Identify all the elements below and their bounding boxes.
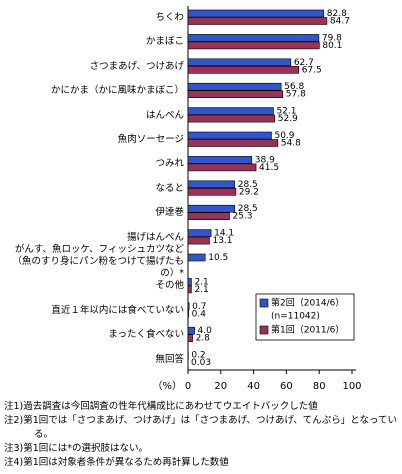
value-label: 41.5	[259, 163, 279, 173]
chart: 0 20 40 60 80 100 （%） 82.8 79.8 62.7 56.8 52.1 50.9 3…	[152, 6, 362, 392]
bar	[187, 188, 237, 196]
note: 注2)第1回では「さつまあげ、つけあげ」は「さつまあげ、つけあげ、てんぷら」とな…	[4, 415, 398, 440]
value-label: 67.5	[302, 65, 322, 75]
legend-swatch	[259, 298, 269, 308]
category-label: まったく食べない	[108, 329, 184, 341]
category-label: がんす、魚ロッケ、フィッシュカツなど（魚のすり身にパン粉をつけて揚げたもの）*	[12, 244, 184, 279]
bar	[187, 90, 284, 98]
value-label: 62.7	[294, 58, 314, 68]
bar	[187, 229, 212, 237]
value-label: 10.5	[208, 253, 228, 263]
x-tick-label: 0	[185, 381, 191, 392]
bar	[187, 163, 257, 172]
x-tick-label: 80	[313, 381, 326, 392]
value-label: 52.1	[276, 107, 296, 117]
category-label: かにかま（かに風味かまぼこ）	[50, 85, 184, 97]
bar	[187, 58, 292, 67]
category-label: 無回答	[155, 353, 184, 365]
legend-label: 第2回（2014/6）	[271, 297, 344, 309]
category-label: 直近１年以内には食べていない	[51, 304, 184, 316]
bar	[187, 334, 193, 343]
bar	[187, 180, 236, 189]
value-label: 84.7	[330, 17, 350, 27]
bar	[187, 114, 276, 123]
category-label: 魚肉ソーセージ	[117, 134, 184, 145]
bar	[187, 34, 320, 42]
value-label: 79.8	[322, 33, 342, 43]
x-tick-label: 20	[214, 381, 227, 392]
value-label: 14.1	[214, 229, 234, 239]
bar	[187, 309, 189, 318]
bar	[187, 326, 195, 335]
value-label: 4.0	[198, 326, 213, 336]
bar	[187, 9, 325, 18]
bar	[187, 17, 328, 25]
value-label: 2.8	[196, 334, 211, 344]
value-label: 0.2	[191, 351, 205, 361]
notes: 注1)過去調査は今回調査の性年代構成比にあわせてウエイトバックした値注2)第1回…	[4, 400, 400, 470]
value-label: 50.9	[274, 131, 294, 141]
value-label: 52.9	[278, 114, 298, 124]
x-tick-label: 40	[247, 381, 260, 392]
bar	[187, 278, 192, 286]
bar	[187, 236, 210, 245]
bar	[187, 107, 274, 115]
value-label: 0.4	[192, 309, 207, 319]
category-label: 揚げはんぺん	[126, 231, 184, 243]
bar	[187, 285, 192, 294]
value-label: 38.9	[255, 155, 275, 165]
bar	[187, 302, 190, 311]
value-label: 0.7	[192, 302, 206, 312]
x-axis-label: （%）	[152, 380, 182, 392]
value-label: 82.8	[327, 9, 347, 19]
value-label: 56.8	[284, 82, 304, 92]
value-label: 13.1	[212, 236, 232, 246]
x-tick-label: 100	[342, 381, 361, 392]
note: 注1)過去調査は今回調査の性年代構成比にあわせてウエイトバックした値	[4, 401, 318, 412]
bar	[187, 139, 279, 147]
category-label: 伊達巻	[155, 207, 184, 219]
bar	[187, 156, 253, 164]
legend-note: (n=11042)	[271, 312, 320, 322]
value-label: 80.1	[322, 41, 342, 51]
category-label: つみれ	[155, 158, 184, 170]
value-label: 25.3	[232, 212, 252, 222]
value-label: 28.5	[238, 180, 258, 190]
value-label: 2.1	[194, 277, 208, 287]
legend-swatch	[259, 325, 269, 335]
x-tick-label: 60	[280, 381, 293, 392]
value-label: 57.8	[286, 90, 306, 100]
bar	[187, 66, 299, 74]
bar	[187, 131, 272, 140]
legend-box	[255, 293, 355, 341]
category-label: さつまあげ、つけあげ	[89, 60, 184, 72]
value-label: 54.8	[281, 139, 301, 149]
bar	[187, 41, 320, 50]
legend: 第2回（2014/6） (n=11042) 第1回（2011/6）	[255, 293, 355, 341]
value-label: 0.03	[191, 358, 211, 368]
category-label: その他	[155, 280, 184, 292]
category-label: なると	[155, 182, 184, 194]
note: 注4)第1回は対象者条件が異なるため再計算した数値	[4, 457, 229, 468]
bar	[187, 212, 230, 220]
bar	[187, 82, 282, 91]
bar	[187, 253, 206, 262]
legend-label: 第1回（2011/6）	[271, 324, 344, 336]
value-label: 29.2	[239, 187, 259, 197]
value-label: 28.5	[238, 204, 258, 214]
note: 注3)第1回には*の選択肢はない。	[4, 443, 149, 454]
category-label: かまぼこ	[145, 36, 184, 48]
bar	[187, 204, 236, 213]
category-label: はんぺん	[145, 109, 184, 121]
value-label: 2.1	[194, 285, 208, 295]
category-label: ちくわ	[155, 12, 184, 23]
